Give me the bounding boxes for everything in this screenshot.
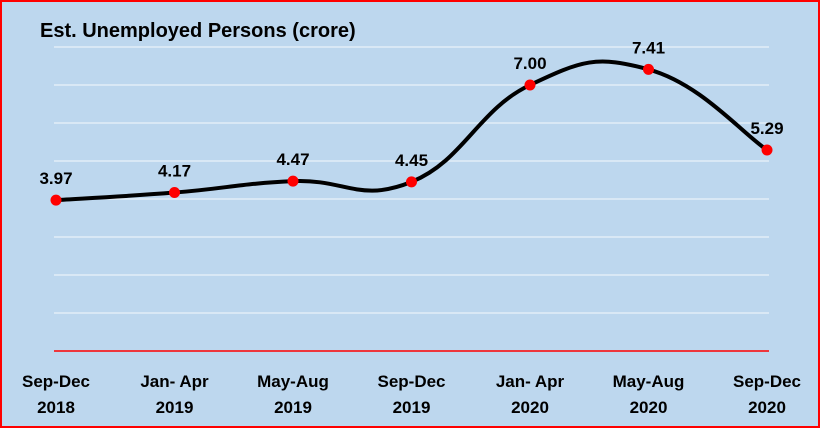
data-point (643, 63, 654, 75)
x-tick-label: Jan- Apr 2020 (496, 372, 565, 417)
data-label: 7.00 (513, 54, 546, 73)
data-point (524, 79, 536, 91)
data-point (50, 194, 62, 206)
x-tick-label: Sep-Dec 2020 (733, 372, 801, 417)
x-tick-label: May-Aug 2019 (257, 372, 329, 417)
data-label: 3.97 (39, 169, 72, 188)
x-tick-label: May-Aug 2020 (613, 372, 685, 417)
data-label: 4.45 (395, 151, 428, 170)
data-label: 7.41 (632, 38, 665, 57)
data-label: 4.47 (276, 150, 309, 169)
x-tick-label: Sep-Dec 2019 (377, 372, 445, 417)
data-point (406, 176, 417, 188)
x-tick-label: Jan- Apr 2019 (140, 372, 209, 417)
data-label: 4.17 (158, 162, 191, 181)
data-point (169, 187, 180, 199)
data-label: 5.29 (750, 119, 783, 138)
x-tick-label: Sep-Dec 2018 (22, 372, 90, 417)
chart-title: Est. Unemployed Persons (crore) (40, 20, 356, 42)
data-point (761, 144, 773, 156)
data-point (287, 175, 299, 187)
